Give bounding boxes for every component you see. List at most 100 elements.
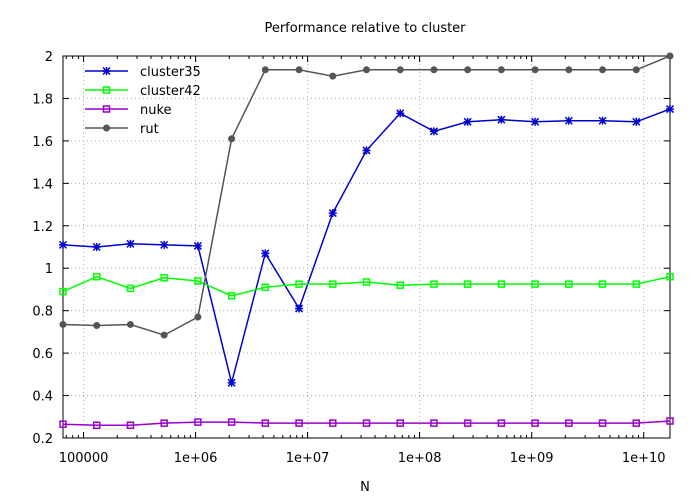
data-point xyxy=(598,419,607,427)
data-point xyxy=(463,280,472,288)
legend-item-nuke: nuke xyxy=(85,103,172,118)
data-point xyxy=(565,280,573,288)
data-point xyxy=(666,52,674,60)
y-tick-label: 0.2 xyxy=(32,432,53,447)
data-point xyxy=(429,127,438,136)
legend-label: cluster42 xyxy=(140,84,201,99)
x-tick-label: 1e+07 xyxy=(286,451,330,466)
data-point xyxy=(227,292,236,300)
data-point xyxy=(564,116,573,125)
y-tick-label: 1 xyxy=(45,262,53,277)
data-point xyxy=(261,249,270,258)
data-point xyxy=(102,105,111,113)
y-tick-label: 1.2 xyxy=(32,220,53,235)
data-point xyxy=(295,280,303,288)
x-tick-label: 1e+06 xyxy=(174,451,218,466)
data-point xyxy=(227,378,236,387)
data-point xyxy=(362,278,371,286)
legend-label: rut xyxy=(140,122,159,137)
data-point xyxy=(430,66,438,74)
data-point xyxy=(430,280,438,288)
chart-title: Performance relative to cluster xyxy=(264,21,466,36)
data-point xyxy=(92,421,101,430)
data-point xyxy=(362,419,371,427)
data-point xyxy=(92,242,101,252)
data-point xyxy=(531,117,540,126)
data-point xyxy=(497,115,506,124)
data-point xyxy=(295,419,303,427)
data-point xyxy=(396,109,405,118)
data-point xyxy=(565,419,573,427)
data-point xyxy=(463,419,472,427)
data-point xyxy=(93,322,101,330)
data-point xyxy=(295,66,303,74)
data-point xyxy=(362,146,371,155)
series-nuke xyxy=(59,417,674,430)
data-point xyxy=(126,320,134,328)
data-point xyxy=(363,66,370,74)
legend-item-cluster42: cluster42 xyxy=(85,84,201,99)
data-point xyxy=(328,209,337,218)
data-point xyxy=(295,304,304,313)
x-tick-label: 100000 xyxy=(59,451,109,466)
axes: 0.2 0.4 0.6 0.8 1 1.2 1.4 1.6 1.8 2 100000 1e+06 1e+… xyxy=(32,50,671,466)
data-point xyxy=(160,274,168,282)
series-line xyxy=(62,275,671,297)
data-point xyxy=(598,280,607,288)
y-tick-label: 0.6 xyxy=(32,347,53,362)
data-point xyxy=(329,72,337,80)
data-point xyxy=(632,280,641,288)
legend-label: nuke xyxy=(140,103,172,118)
data-point xyxy=(59,420,67,428)
data-point xyxy=(464,66,472,74)
data-point xyxy=(160,240,169,249)
data-point xyxy=(59,320,67,328)
series-cluster35 xyxy=(58,105,675,387)
series-cluster42 xyxy=(59,272,674,300)
data-point xyxy=(565,66,573,74)
data-point xyxy=(599,66,607,74)
x-tick-label: 1e+10 xyxy=(622,451,666,466)
data-point xyxy=(126,239,135,248)
data-point xyxy=(227,418,236,426)
data-point xyxy=(102,66,111,76)
x-axis-label: N xyxy=(360,480,370,495)
legend-label: cluster35 xyxy=(140,65,201,80)
y-tick-label: 0.8 xyxy=(32,305,53,320)
y-tick-label: 0.4 xyxy=(32,390,53,405)
data-point xyxy=(497,66,505,74)
data-point xyxy=(497,280,506,288)
data-point xyxy=(261,419,270,427)
data-point xyxy=(193,241,202,250)
data-point xyxy=(102,86,111,94)
data-point xyxy=(531,419,539,427)
series-rut xyxy=(59,52,674,339)
y-tick-label: 1.4 xyxy=(32,177,53,192)
data-point xyxy=(59,287,67,296)
data-point xyxy=(329,280,337,288)
data-point xyxy=(531,66,539,74)
data-point xyxy=(598,116,607,125)
y-tick-label: 1.8 xyxy=(32,92,53,107)
legend: cluster35 cluster42 nuke rut xyxy=(85,65,201,137)
x-tick-label: 1e+08 xyxy=(398,451,442,466)
data-point xyxy=(396,419,404,427)
data-point xyxy=(531,280,539,288)
data-point xyxy=(58,240,68,249)
data-point xyxy=(666,272,674,281)
data-point xyxy=(430,419,438,427)
series-line xyxy=(62,420,671,427)
data-point xyxy=(194,313,202,321)
data-point xyxy=(160,331,168,339)
data-point xyxy=(632,117,641,126)
series-group xyxy=(58,52,675,430)
data-point xyxy=(396,66,404,74)
data-point xyxy=(666,417,674,425)
data-point xyxy=(194,418,202,426)
data-point xyxy=(329,419,337,427)
legend-item-cluster35: cluster35 xyxy=(85,65,201,80)
data-point xyxy=(126,421,135,430)
data-point xyxy=(126,284,135,293)
data-point xyxy=(261,283,270,292)
data-point xyxy=(160,419,168,427)
